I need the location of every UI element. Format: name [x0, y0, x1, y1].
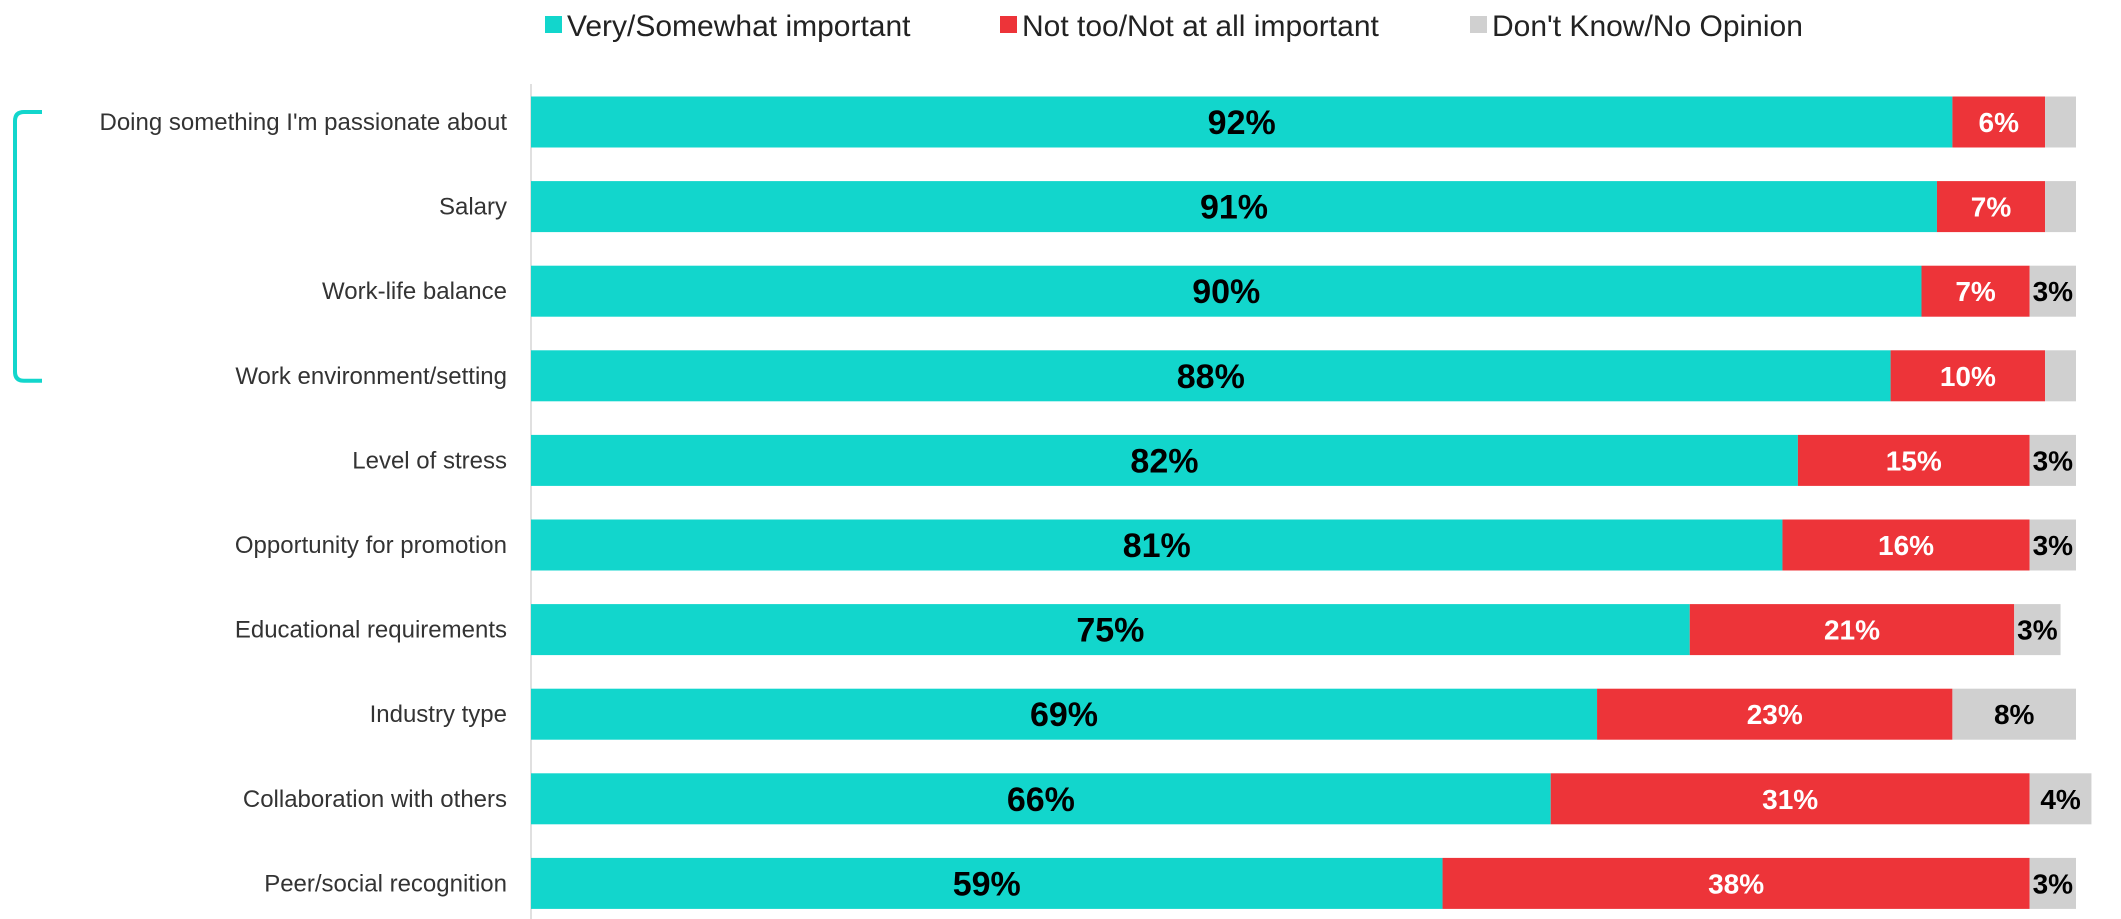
category-label: Opportunity for promotion [235, 532, 507, 559]
value-label: 3% [2033, 445, 2074, 476]
value-label: 3% [2033, 276, 2074, 307]
bar-segment-very-somewhat-important [531, 434, 1798, 486]
bar-segment-don-t-know-no-opinion [2045, 181, 2076, 233]
bar-segment-don-t-know-no-opinion [1952, 688, 2076, 740]
category-labels: Doing something I'm passionate about Sala… [100, 109, 508, 897]
category-bracket [13, 110, 42, 383]
value-label: 16% [1878, 530, 1934, 561]
legend-item-not-too-not-at-all-important: Not too/Not at all important [1000, 10, 1380, 43]
category-label: Work-life balance [322, 278, 507, 305]
value-label: 3% [2033, 868, 2074, 899]
value-label: 75% [1076, 612, 1144, 650]
legend-label: Not too/Not at all important [1022, 10, 1380, 43]
bar-segment-not-too-not-at-all-important [1952, 96, 2046, 148]
bar-segment-not-too-not-at-all-important [1797, 434, 2030, 486]
legend-item-don-t-know-no-opinion: Don't Know/No Opinion [1470, 10, 1803, 43]
category-label: Level of stress [352, 447, 507, 474]
bar-segment-not-too-not-at-all-important [1597, 688, 1953, 740]
value-label: 15% [1886, 445, 1942, 476]
value-label: 8% [1994, 699, 2035, 730]
value-label: 38% [1708, 868, 1764, 899]
legend-swatch [545, 16, 562, 33]
value-label: 7% [1955, 276, 1996, 307]
category-label: Peer/social recognition [264, 870, 507, 897]
legend-swatch [1000, 16, 1017, 33]
bar-segment-very-somewhat-important [531, 265, 1922, 317]
bar-segment-not-too-not-at-all-important [1782, 519, 2030, 571]
bar-segment-very-somewhat-important [531, 773, 1551, 825]
bars [531, 96, 2092, 909]
legend: Very/Somewhat important Not too/Not at al… [545, 10, 1803, 43]
value-label: 10% [1940, 361, 1996, 392]
bar-segment-not-too-not-at-all-important [1442, 857, 2030, 909]
value-label: 7% [1971, 192, 2012, 223]
bar-segment-very-somewhat-important [531, 519, 1783, 571]
category-label: Industry type [370, 701, 507, 728]
bar-segment-very-somewhat-important [531, 688, 1598, 740]
value-label: 21% [1824, 615, 1880, 646]
value-label: 4% [2040, 784, 2081, 815]
value-labels: 92% 6% 91% 7% 90% 7% 3% 88% 10% 82% 15% 3% 81% 16% 3% 7… [953, 104, 2081, 903]
bar-segment-not-too-not-at-all-important [1921, 265, 2030, 317]
legend-label: Don't Know/No Opinion [1492, 10, 1803, 43]
value-label: 6% [1979, 107, 2020, 138]
value-label: 69% [1030, 696, 1098, 734]
value-label: 92% [1208, 104, 1276, 142]
bar-segment-not-too-not-at-all-important [1890, 350, 2046, 402]
bar-segment-don-t-know-no-opinion [2029, 519, 2076, 571]
bar-segment-not-too-not-at-all-important [1936, 181, 2046, 233]
category-label: Educational requirements [235, 617, 507, 644]
category-label: Doing something I'm passionate about [100, 109, 508, 136]
category-label: Work environment/setting [235, 363, 507, 390]
bar-segment-don-t-know-no-opinion [2045, 96, 2076, 148]
bar-segment-very-somewhat-important [531, 350, 1891, 402]
bar-segment-very-somewhat-important [531, 96, 1953, 148]
bar-segment-very-somewhat-important [531, 604, 1690, 656]
bar-segment-not-too-not-at-all-important [1550, 773, 2030, 825]
value-label: 59% [953, 865, 1021, 903]
legend-swatch [1470, 16, 1487, 33]
value-label: 82% [1130, 442, 1198, 480]
bar-segment-don-t-know-no-opinion [2029, 857, 2076, 909]
bar-segment-very-somewhat-important [531, 857, 1443, 909]
value-label: 66% [1007, 781, 1075, 819]
legend-label: Very/Somewhat important [567, 10, 911, 43]
bar-segment-very-somewhat-important [531, 181, 1937, 233]
bar-segment-don-t-know-no-opinion [2045, 350, 2076, 402]
bar-segment-don-t-know-no-opinion [2014, 604, 2061, 656]
value-label: 31% [1762, 784, 1818, 815]
bar-segment-don-t-know-no-opinion [2029, 265, 2076, 317]
value-label: 90% [1192, 273, 1260, 311]
value-label: 88% [1177, 358, 1245, 396]
value-label: 3% [2017, 615, 2058, 646]
bar-segment-don-t-know-no-opinion [2029, 773, 2092, 825]
category-label: Collaboration with others [243, 786, 507, 813]
category-label: Salary [439, 194, 507, 221]
bar-segment-don-t-know-no-opinion [2029, 434, 2076, 486]
value-label: 81% [1123, 527, 1191, 565]
bar-segment-not-too-not-at-all-important [1689, 604, 2015, 656]
value-label: 3% [2033, 530, 2074, 561]
value-label: 23% [1747, 699, 1803, 730]
value-label: 91% [1200, 189, 1268, 227]
legend-item-very-somewhat-important: Very/Somewhat important [545, 10, 911, 43]
